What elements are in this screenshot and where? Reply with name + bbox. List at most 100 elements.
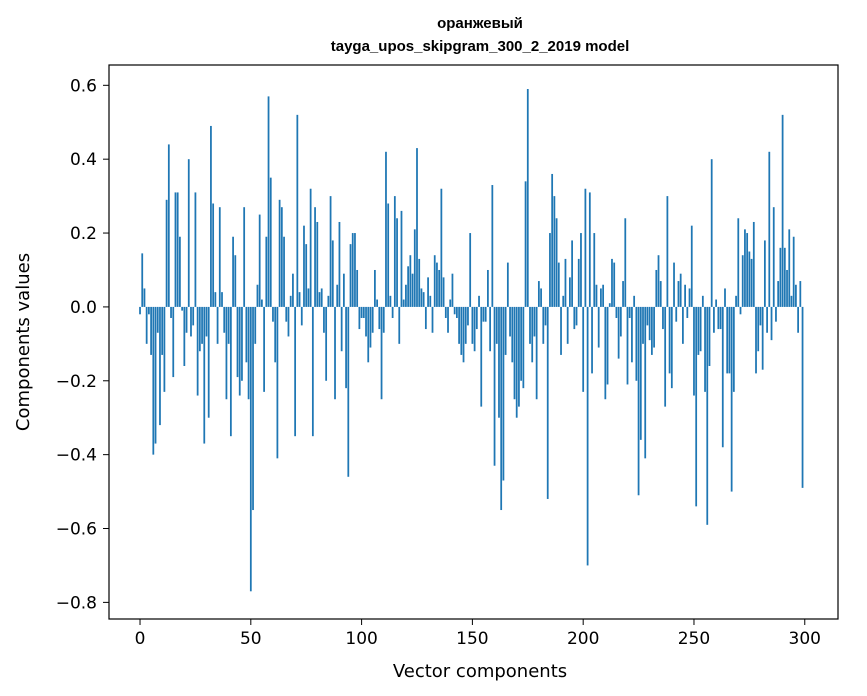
bar xyxy=(362,306,365,318)
bar xyxy=(622,281,624,307)
bar xyxy=(744,229,746,307)
x-tick-label: 300 xyxy=(789,629,821,649)
bar xyxy=(247,306,250,400)
bar xyxy=(761,306,764,370)
chart-subtitle: tayga_upos_skipgram_300_2_2019 model xyxy=(331,38,630,55)
bar xyxy=(748,251,751,307)
bar xyxy=(531,306,534,363)
bar xyxy=(739,306,742,315)
bar xyxy=(619,306,622,337)
bar xyxy=(504,306,507,355)
bar xyxy=(480,306,483,407)
bar xyxy=(606,306,609,385)
bar-series xyxy=(139,89,804,592)
bar xyxy=(710,159,713,307)
x-tick-label: 150 xyxy=(456,629,488,649)
bar xyxy=(382,306,385,333)
bar xyxy=(238,306,241,396)
bar xyxy=(447,306,449,333)
bar xyxy=(365,306,367,337)
bar xyxy=(513,306,516,400)
bar xyxy=(267,96,270,307)
bar xyxy=(475,306,478,330)
bar xyxy=(336,284,339,307)
bar xyxy=(296,114,299,307)
bar xyxy=(367,306,370,363)
bar xyxy=(167,144,170,307)
bar xyxy=(724,288,726,307)
bar xyxy=(318,292,321,307)
bar xyxy=(763,240,766,307)
bar xyxy=(400,210,403,307)
bar xyxy=(236,306,239,378)
bar xyxy=(203,306,206,444)
bar xyxy=(706,306,709,525)
bar xyxy=(792,236,795,307)
bar xyxy=(801,306,804,488)
bar xyxy=(234,255,237,307)
bar xyxy=(757,306,760,352)
bar xyxy=(139,306,141,315)
bar xyxy=(294,306,297,437)
y-tick-label: 0.0 xyxy=(70,298,97,318)
bar xyxy=(311,306,314,437)
y-axis-ticks: −0.8 −0.6 −0.4 −0.2 0.0 0.2 0.4 0.6 xyxy=(56,76,109,613)
bar xyxy=(292,273,294,307)
y-tick-label: −0.8 xyxy=(56,593,97,613)
bar xyxy=(349,244,352,307)
bar xyxy=(216,306,219,344)
bar xyxy=(473,306,476,352)
bar xyxy=(569,277,571,307)
bar xyxy=(145,306,148,344)
bar xyxy=(378,306,381,330)
bar xyxy=(444,306,447,318)
bar xyxy=(766,306,768,333)
bar xyxy=(389,295,392,307)
bar xyxy=(323,306,325,333)
bar xyxy=(635,306,638,381)
bar xyxy=(781,114,784,307)
bar xyxy=(713,306,715,333)
bar xyxy=(646,306,649,326)
y-tick-label: 0.2 xyxy=(70,224,97,244)
bar xyxy=(225,306,228,400)
bar xyxy=(420,288,423,307)
bar xyxy=(387,203,390,307)
bar xyxy=(360,306,363,318)
bar xyxy=(675,306,678,322)
bar xyxy=(416,148,418,307)
bar xyxy=(152,306,155,455)
bar xyxy=(732,306,735,392)
bar xyxy=(708,306,711,366)
x-tick-label: 0 xyxy=(135,629,146,649)
bar xyxy=(429,295,432,307)
bar xyxy=(458,306,460,344)
y-axis-label: Components values xyxy=(13,253,34,431)
bar xyxy=(148,306,150,315)
bar xyxy=(223,306,226,333)
bar xyxy=(278,199,281,307)
bar xyxy=(285,306,288,322)
bar xyxy=(704,306,706,392)
bar xyxy=(190,306,192,337)
bar xyxy=(728,306,731,374)
bar xyxy=(143,288,146,307)
bar xyxy=(755,306,757,374)
x-tick-label: 250 xyxy=(678,629,710,649)
bar xyxy=(418,258,421,307)
bar xyxy=(741,255,744,307)
bar xyxy=(600,288,602,307)
bar xyxy=(613,262,616,307)
bar xyxy=(263,306,265,392)
bar xyxy=(300,306,303,326)
chart-title: оранжевый xyxy=(437,15,523,32)
bar xyxy=(289,295,292,307)
bar xyxy=(679,273,682,307)
bar xyxy=(557,262,560,307)
bar xyxy=(648,306,651,341)
bar xyxy=(232,236,234,307)
bar xyxy=(662,306,664,330)
bar xyxy=(314,207,316,307)
x-axis-label: Vector components xyxy=(393,661,567,682)
